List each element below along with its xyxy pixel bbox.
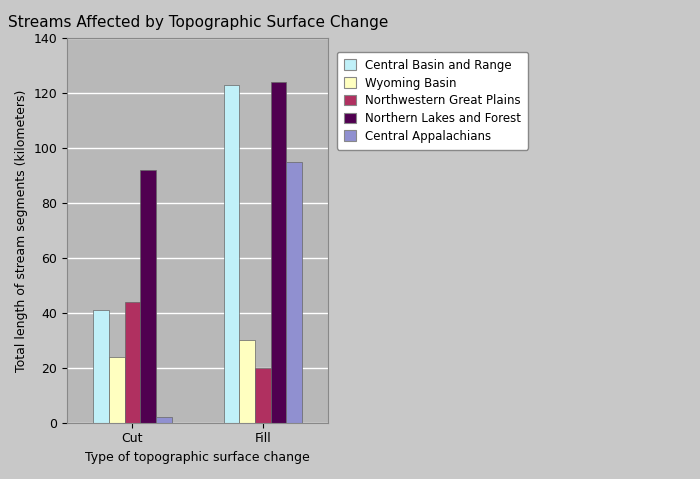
Legend: Central Basin and Range, Wyoming Basin, Northwestern Great Plains, Northern Lake: Central Basin and Range, Wyoming Basin, … bbox=[337, 52, 528, 150]
Bar bbox=[125, 302, 140, 423]
Bar bbox=[156, 417, 172, 423]
Title: Streams Affected by Topographic Surface Change: Streams Affected by Topographic Surface … bbox=[8, 15, 388, 30]
Bar bbox=[271, 82, 286, 423]
Bar bbox=[93, 310, 109, 423]
Bar bbox=[239, 340, 255, 423]
Bar bbox=[109, 357, 125, 423]
Bar bbox=[140, 170, 156, 423]
Bar bbox=[224, 85, 239, 423]
Bar bbox=[255, 368, 271, 423]
X-axis label: Type of topographic surface change: Type of topographic surface change bbox=[85, 451, 310, 464]
Y-axis label: Total length of stream segments (kilometers): Total length of stream segments (kilomet… bbox=[15, 89, 28, 372]
Bar bbox=[286, 162, 302, 423]
